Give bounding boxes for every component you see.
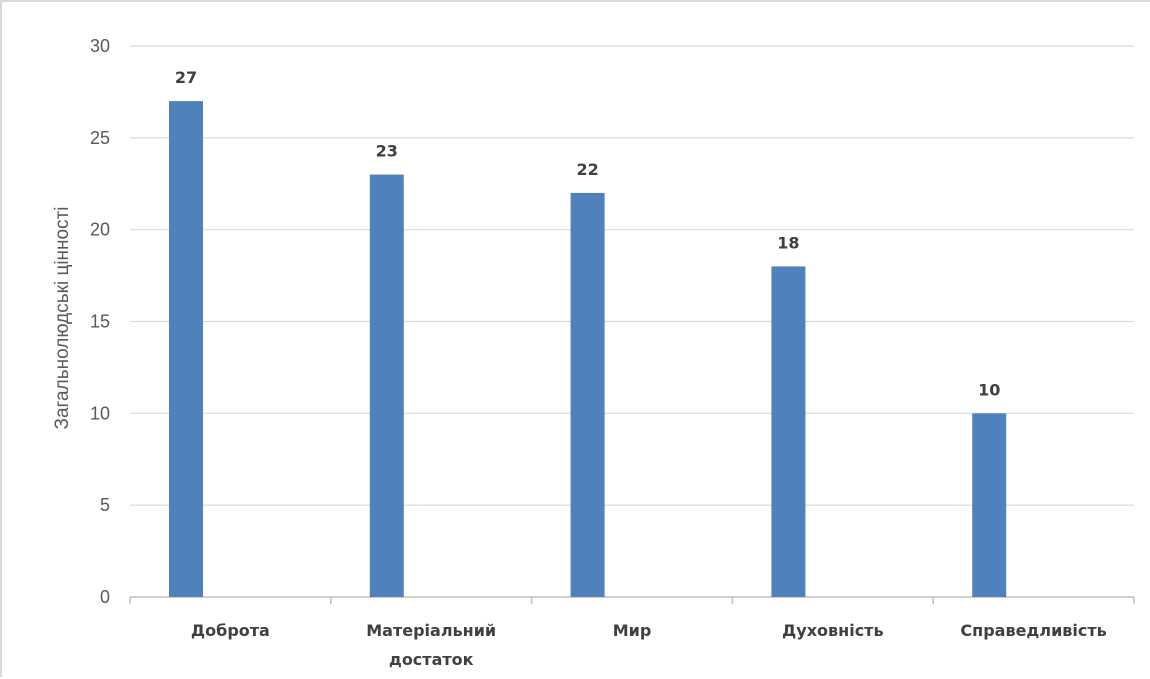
bar [169,101,203,597]
y-tick-label: 25 [90,128,110,148]
x-category-label: Духовність [782,621,884,640]
x-category-label: Матеріальний [366,621,496,640]
data-label: 23 [376,142,398,161]
gridlines [130,45,1134,506]
data-label: 27 [175,68,197,87]
labels: 0 5 10 15 20 25 30 27 Доброта 23 Матеріальний доста… [90,36,1107,669]
data-label: 22 [576,160,598,179]
y-tick-label: 20 [90,220,110,240]
y-tick-label: 30 [90,36,110,56]
x-category-label: Справедливість [960,621,1106,640]
bar [570,192,605,597]
data-label: 18 [777,233,799,252]
y-tick-label: 0 [100,587,110,607]
y-tick-label: 5 [100,495,110,515]
bars [169,101,1007,598]
y-axis-title: Загальнолюдські цінності [52,206,73,429]
x-category-label: Доброта [191,621,270,640]
bar [771,266,806,597]
x-category-label: Мир [613,621,652,640]
bar [369,174,404,598]
bar [972,413,1007,597]
data-label: 10 [978,380,1000,399]
axes [129,596,1135,604]
y-tick-label: 10 [90,403,110,423]
y-tick-label: 15 [90,312,110,332]
x-category-label: достаток [389,650,474,669]
